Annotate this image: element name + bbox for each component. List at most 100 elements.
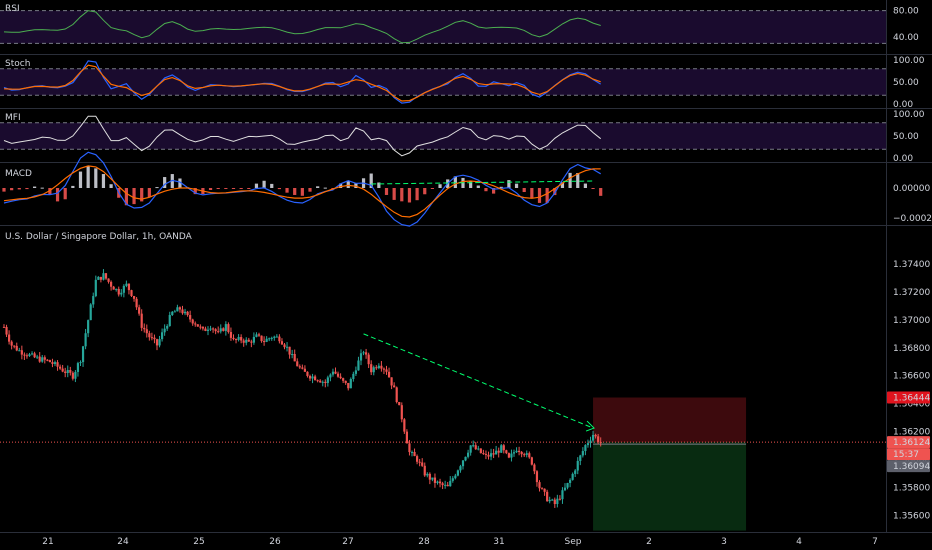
candle-body bbox=[204, 328, 207, 331]
candle-body bbox=[426, 473, 429, 476]
candle-body bbox=[41, 357, 44, 362]
candle-body bbox=[2, 326, 6, 328]
macd-histogram-bar bbox=[469, 181, 473, 188]
candle-body bbox=[153, 337, 156, 340]
candle-body bbox=[168, 314, 171, 326]
candle-body bbox=[362, 352, 365, 354]
macd-histogram-bar bbox=[239, 188, 243, 189]
candle-body bbox=[365, 352, 368, 355]
candle-body bbox=[459, 466, 462, 471]
candle-body bbox=[324, 381, 327, 383]
candle-body bbox=[186, 311, 189, 316]
candle-body bbox=[283, 344, 286, 348]
candle-body bbox=[571, 473, 574, 480]
candle-body bbox=[372, 367, 375, 373]
price-tick-label: 1.35800 bbox=[893, 483, 930, 493]
candle-body bbox=[166, 325, 169, 329]
candle-body bbox=[336, 373, 340, 377]
date-tick-label: 2 bbox=[646, 537, 652, 547]
macd-histogram-bar bbox=[499, 186, 503, 188]
price-tick-label: 1.37400 bbox=[893, 260, 930, 270]
candle-body bbox=[518, 450, 521, 452]
candle-body bbox=[280, 341, 284, 345]
candle-body bbox=[410, 451, 414, 453]
candle-body bbox=[403, 419, 406, 432]
candle-body bbox=[349, 378, 352, 389]
candle-body bbox=[127, 283, 131, 291]
candle-body bbox=[92, 296, 95, 305]
candle-body bbox=[469, 445, 472, 453]
candle-body bbox=[574, 470, 577, 474]
candle-body bbox=[143, 327, 146, 330]
candle-body bbox=[25, 355, 29, 357]
macd-histogram-bar bbox=[25, 188, 29, 190]
candle-body bbox=[352, 373, 355, 379]
candle-body bbox=[214, 329, 217, 332]
resistance-trendline[interactable] bbox=[363, 333, 594, 429]
candle-body bbox=[484, 453, 488, 455]
macd-histogram-bar bbox=[492, 188, 496, 194]
candle-body bbox=[288, 346, 291, 355]
candle-body bbox=[393, 385, 396, 388]
macd-histogram-bar bbox=[599, 188, 603, 196]
countdown-label: 15:37 bbox=[893, 450, 919, 460]
candle-body bbox=[314, 376, 317, 381]
macd-histogram-bar bbox=[78, 171, 83, 188]
macd-histogram-bar bbox=[392, 188, 396, 200]
macd-histogram-bar bbox=[377, 182, 381, 188]
macd-histogram-bar bbox=[293, 188, 297, 195]
candle-body bbox=[569, 479, 572, 483]
macd-histogram-bar bbox=[316, 186, 320, 188]
candle-body bbox=[339, 376, 342, 379]
candle-body bbox=[76, 363, 80, 372]
candle-body bbox=[474, 445, 477, 450]
candle-body bbox=[370, 364, 373, 373]
candle-body bbox=[138, 307, 141, 314]
candle-body bbox=[477, 448, 480, 450]
rsi-label: RSI bbox=[5, 4, 20, 14]
candle-body bbox=[548, 499, 551, 502]
macd-histogram-bar bbox=[346, 180, 350, 188]
macd-histogram-bar bbox=[193, 188, 197, 195]
candle-body bbox=[48, 360, 51, 363]
candle-body bbox=[237, 337, 240, 340]
candle-body bbox=[301, 367, 304, 369]
macd-histogram-bar bbox=[270, 183, 274, 188]
macd-histogram-bar bbox=[147, 188, 151, 198]
candle-body bbox=[561, 490, 564, 500]
candle-body bbox=[438, 481, 442, 484]
stop-loss-zone[interactable] bbox=[593, 397, 747, 443]
candle-body bbox=[576, 460, 579, 471]
candle-body bbox=[278, 336, 281, 342]
macd-histogram-bar bbox=[369, 173, 373, 188]
macd-signal-line bbox=[3, 165, 601, 218]
candle-body bbox=[265, 338, 268, 342]
candle-body bbox=[421, 462, 424, 466]
macd-histogram-bar bbox=[124, 188, 128, 206]
candle-body bbox=[36, 356, 39, 358]
candle-body bbox=[94, 279, 97, 297]
candle-body bbox=[110, 281, 113, 287]
candle-body bbox=[245, 339, 248, 343]
candle-body bbox=[497, 450, 500, 453]
candle-body bbox=[117, 288, 120, 295]
macd-histogram-bar bbox=[300, 188, 304, 196]
macd-histogram-bar bbox=[224, 188, 228, 189]
take-profit-zone[interactable] bbox=[593, 442, 747, 531]
candle-body bbox=[334, 371, 337, 374]
candle-body bbox=[206, 329, 210, 331]
candle-body bbox=[553, 499, 556, 505]
macd-histogram-bar bbox=[339, 183, 343, 188]
candle-body bbox=[444, 484, 447, 486]
candle-body bbox=[451, 478, 454, 481]
candle-body bbox=[33, 353, 36, 358]
candle-body bbox=[56, 362, 59, 367]
date-tick-label: 25 bbox=[193, 537, 204, 547]
candle-body bbox=[201, 326, 204, 329]
candle-body bbox=[199, 326, 202, 328]
candle-body bbox=[212, 328, 215, 330]
candle-body bbox=[441, 483, 444, 486]
candle-body bbox=[112, 286, 115, 290]
candle-body bbox=[163, 328, 166, 333]
